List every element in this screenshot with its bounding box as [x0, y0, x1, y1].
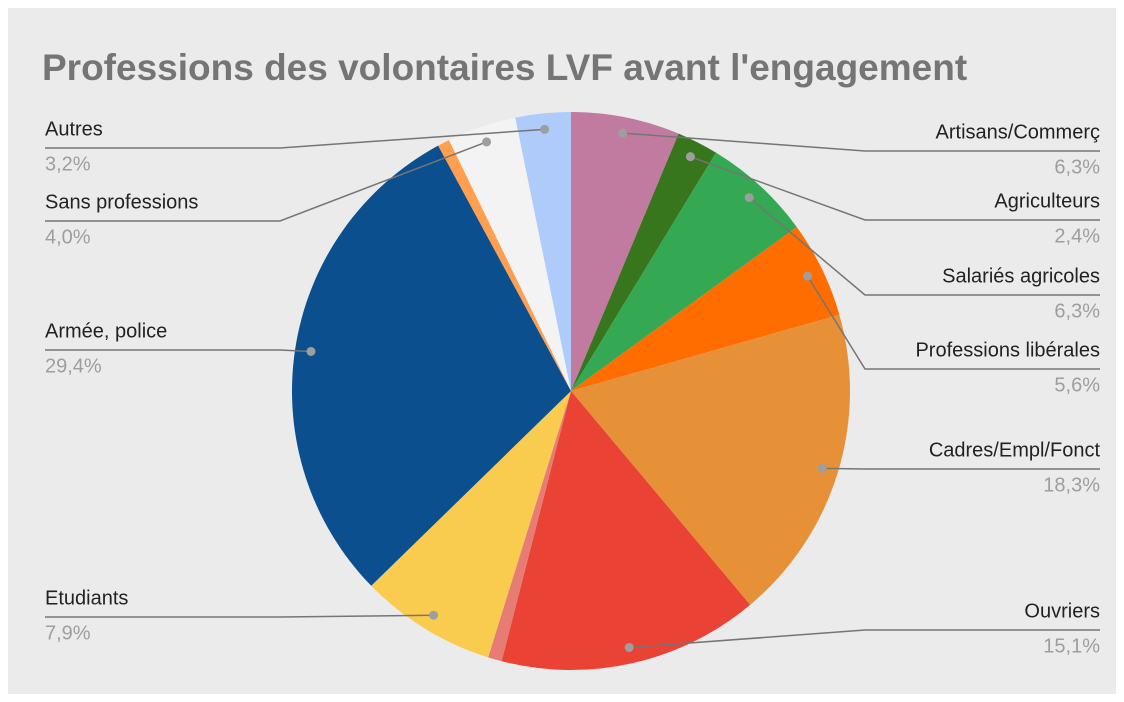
slice-value-label: 5,6% [1054, 374, 1100, 396]
slice-value-label: 15,1% [1043, 635, 1100, 657]
pie-slice [371, 391, 571, 658]
pie-slice [571, 314, 850, 605]
slice-label: Armée, police [45, 320, 167, 342]
leader-line [45, 141, 487, 222]
leader-line [45, 349, 312, 353]
leader-dot [803, 271, 813, 281]
slice-value-label: 4,0% [45, 226, 91, 248]
leader-dot [306, 346, 316, 356]
slice-label: Artisans/Commerç [936, 121, 1100, 143]
pie-slice [571, 133, 717, 391]
slice-label: Sans professions [45, 191, 198, 213]
slice-label: Agriculteurs [994, 190, 1100, 212]
leader-line [806, 275, 1100, 370]
leader-line [45, 128, 545, 149]
pie-slice [449, 117, 571, 392]
pie-slice [515, 112, 571, 391]
slice-label: Ouvriers [1024, 600, 1100, 622]
pie-slice [292, 145, 571, 586]
pie-slice [488, 391, 571, 662]
leader-line [45, 614, 434, 618]
slice-value-label: 6,3% [1054, 300, 1100, 322]
slice-value-label: 6,3% [1054, 156, 1100, 178]
pie-slice [571, 152, 797, 391]
slice-label: Etudiants [45, 587, 128, 609]
slice-value-label: 3,2% [45, 153, 91, 175]
slice-label: Salariés agricoles [942, 265, 1100, 287]
slice-value-label: 18,3% [1043, 474, 1100, 496]
slice-label: Autres [45, 118, 103, 140]
leader-dot [618, 128, 628, 138]
slice-value-label: 29,4% [45, 355, 102, 377]
pie-slice [501, 391, 751, 671]
leader-line [822, 467, 1100, 470]
slice-value-label: 7,9% [45, 622, 91, 644]
pie-slice [571, 112, 679, 391]
leader-dot [817, 463, 827, 473]
slice-value-label: 2,4% [1054, 225, 1100, 247]
slice-label: Cadres/Empl/Fonct [929, 439, 1101, 461]
chart-title: Professions des volontaires LVF avant l'… [42, 47, 967, 88]
leader-dot [429, 610, 439, 620]
leader-dot [744, 193, 754, 203]
pie-slice [438, 140, 571, 391]
leader-dot [685, 152, 695, 162]
leader-line [690, 155, 1100, 221]
leader-dot [482, 137, 492, 147]
leader-dot [540, 124, 550, 134]
pie-slice [571, 227, 840, 391]
leader-dot [624, 642, 634, 652]
leader-line [748, 197, 1100, 296]
slice-label: Professions libérales [915, 339, 1100, 361]
leader-line [629, 629, 1100, 649]
leader-line [622, 132, 1100, 152]
